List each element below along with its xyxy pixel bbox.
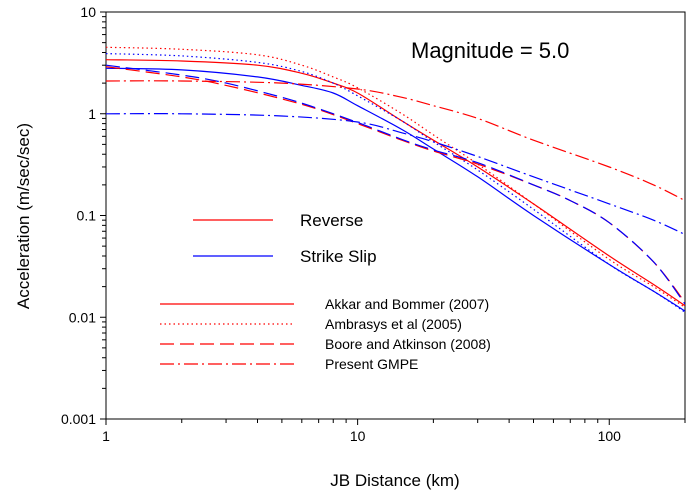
series-akkar-and-bommer-2007-reverse (106, 59, 685, 307)
style-legend: Akkar and Bommer (2007) Ambrasys et al (2… (160, 296, 491, 372)
series-present-gmpe-reverse (106, 80, 685, 202)
axis-layer: 1 10 100 0.001 0.01 0.1 1 10 (61, 4, 686, 444)
y-axis-label: Acceleration (m/sec/sec) (14, 123, 33, 309)
legend-label-boore-and-atkinson-2008: Boore and Atkinson (2008) (325, 336, 491, 352)
series-akkar-and-bommer-2007-strike-slip (106, 67, 685, 312)
y-tick-label: 10 (80, 4, 96, 20)
x-tick-label: 100 (598, 428, 622, 444)
legend-label-akkar-and-bommer-2007: Akkar and Bommer (2007) (325, 296, 489, 312)
y-tick-label: 0.001 (61, 411, 96, 427)
color-legend: Reverse Strike Slip (193, 211, 377, 266)
series-boore-and-atkinson-2008-strike-slip (106, 64, 685, 305)
x-axis-label: JB Distance (km) (330, 471, 459, 490)
series-layer (106, 46, 685, 313)
plot-area (105, 11, 686, 420)
y-tick-label: 1 (88, 106, 96, 122)
x-tick-label: 1 (102, 428, 110, 444)
y-tick-label: 0.01 (69, 309, 96, 325)
legend-label-strike-slip: Strike Slip (300, 247, 377, 266)
x-tick-label: 10 (350, 428, 366, 444)
legend-label-reverse: Reverse (300, 211, 363, 230)
series-present-gmpe-strike-slip (106, 113, 685, 236)
legend-label-ambrasys-et-al-2005: Ambrasys et al (2005) (325, 316, 462, 332)
magnitude-annotation: Magnitude = 5.0 (411, 38, 569, 63)
legend-label-present-gmpe: Present GMPE (325, 356, 418, 372)
y-tick-label: 0.1 (77, 208, 97, 224)
